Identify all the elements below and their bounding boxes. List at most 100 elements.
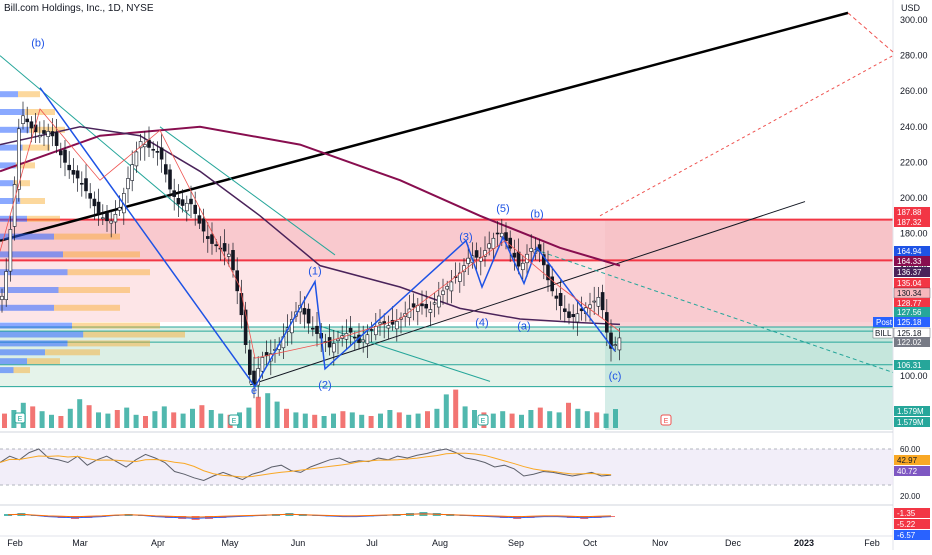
volume-bar [199,405,205,428]
candle-body [617,337,622,351]
volume-bar [387,410,393,428]
volume-profile-bar [72,322,160,329]
y-tick-label: 220.00 [900,157,928,167]
candle-body [348,327,353,333]
candle-body [134,151,139,167]
candle-body [550,276,555,292]
candle-body [105,212,109,222]
candle-body [227,253,231,257]
rsi-label-bg [894,455,930,465]
price-label-bg [894,337,930,347]
price-label-bg [894,267,930,277]
rsi-signal-line [0,452,612,478]
candle-body [411,303,416,308]
price-label-bg [894,360,930,370]
volume-profile-bar [0,180,14,187]
price-label: 187.88 [897,208,922,217]
volume-bar [434,408,440,428]
candle-body [164,164,168,175]
volume-bar [312,414,318,428]
x-tick-label: Jun [291,538,306,548]
candle-body [155,151,160,153]
y-tick-label: 100.00 [900,371,928,381]
candle-body [390,319,395,325]
candle-body [558,293,563,306]
x-tick-label: Jul [366,538,378,548]
price-label: 125.18 [897,329,922,338]
candle-body [180,199,185,206]
volume-bar [265,393,271,428]
volume-bar [67,408,73,428]
candle-body [331,343,336,353]
candle-body [512,252,517,258]
candle-body [50,131,55,137]
volume-profile-bar [20,198,45,204]
volume-bar [594,412,600,428]
volume-bar [58,416,64,428]
macd-signal-line [7,513,612,518]
candle-body [571,314,576,318]
candle-body [117,207,122,211]
volume-bar [509,413,515,428]
wave-label: e [251,385,257,397]
zone-position-green [605,326,893,430]
candle-body [420,303,424,307]
volume-profile-bar [29,126,65,133]
volume-bar [321,416,327,428]
volume-bar [218,413,224,428]
volume-profile-bar [0,287,59,293]
volume-bar [406,414,412,428]
candle-body [449,281,454,292]
price-label-bg [894,278,930,288]
candle-body [436,295,441,308]
volume-label-bg [894,406,930,416]
volume-profile-bar [67,269,150,276]
candle-body [197,215,202,224]
volume-bar [133,414,139,428]
volume-bar [425,411,430,428]
y-tick-label: 280.00 [900,51,928,61]
candle-body [327,337,332,348]
volume-profile-bar [15,162,35,169]
volume-profile-bar [27,358,60,365]
macd-label: -5.22 [897,520,916,529]
volume-bar [359,414,365,428]
volume-profile-bar [0,126,30,133]
volume-profile-bar [0,322,72,329]
rsi-label: 42.97 [897,456,918,465]
volume-bar [30,406,36,428]
candle-body [302,308,307,315]
volume-bar [500,411,506,428]
candle-body [159,147,164,160]
volume-bar [519,414,524,428]
volume-profile-bar [24,109,55,115]
volume-profile-bar [54,233,120,240]
candle-body [210,234,214,244]
price-label: 135.04 [897,279,922,288]
earnings-marker [14,412,26,424]
volume-bar [537,407,543,428]
volume-bar [49,414,54,428]
price-label-bg [894,217,930,227]
candle-body [613,344,618,346]
candle-body [58,150,63,156]
y-tick-label: 200.00 [900,193,928,203]
ema-line [0,108,621,359]
candle-body [567,311,571,318]
price-label-bg [894,246,930,256]
rsi-tick-label: 60.00 [900,445,921,454]
post-tag: Post [876,318,893,327]
volume-profile-bar [0,162,16,169]
volume-bar [105,413,111,428]
candle-body [310,327,315,330]
wave-label: (2) [318,379,331,391]
volume-bar [462,406,468,428]
price-label: 187.32 [897,218,922,227]
volume-profile-bar [45,349,100,356]
volume-bar [39,411,45,428]
candle-body [84,178,88,192]
candle-body [600,292,605,311]
volume-bar [528,410,534,428]
candle-body [101,217,105,220]
